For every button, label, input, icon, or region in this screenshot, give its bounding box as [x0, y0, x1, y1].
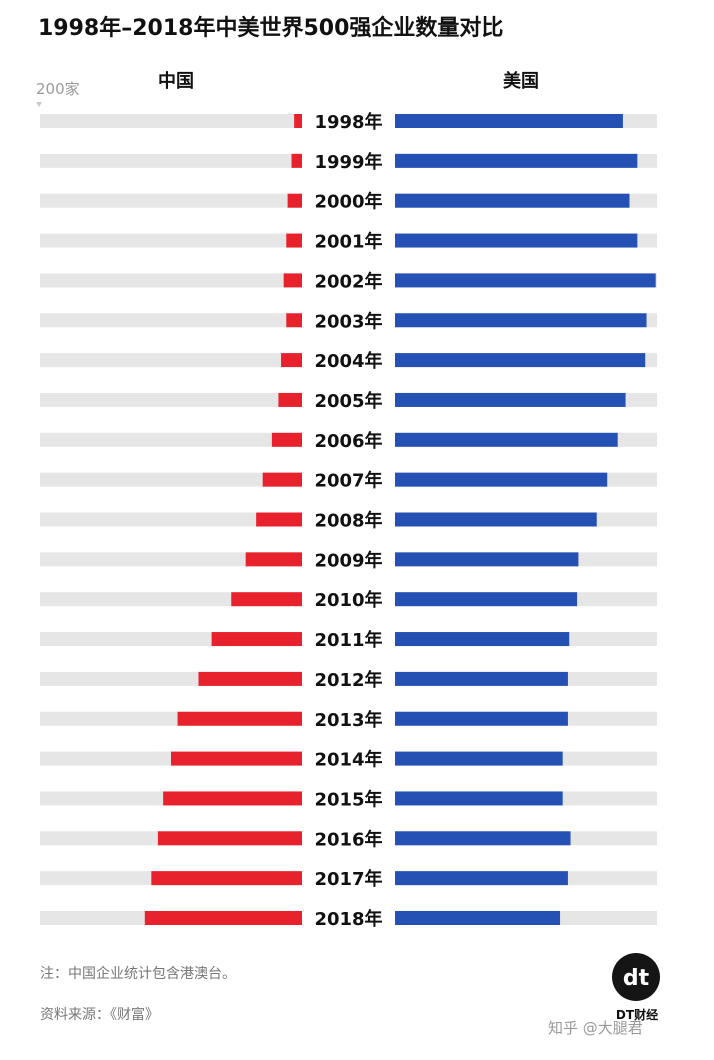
bar-usa [395, 233, 638, 248]
dt-logo-text: DT财经 [615, 1008, 659, 1022]
bar-usa [395, 632, 570, 647]
bar-usa [395, 871, 568, 886]
dt-logo-letters: dt [623, 966, 650, 991]
bar-china [177, 711, 302, 726]
bar-china [144, 911, 302, 925]
chart-title: 1998年–2018年中美世界500强企业数量对比 [38, 16, 504, 41]
bar-usa [395, 671, 568, 686]
year-label: 2012年 [314, 669, 382, 691]
year-label: 2003年 [314, 310, 382, 332]
bar-usa [395, 751, 563, 766]
year-label: 2013年 [314, 709, 382, 731]
year-label: 2002年 [314, 270, 382, 292]
year-label: 2010年 [314, 589, 382, 611]
bar-china [151, 871, 302, 886]
bar-china [262, 472, 302, 487]
bar-china [163, 791, 302, 806]
bar-china [286, 313, 302, 328]
bar-china [283, 273, 302, 288]
track-china [40, 233, 302, 248]
bar-china [278, 392, 302, 407]
bar-usa [395, 711, 568, 726]
bar-usa [395, 193, 630, 208]
year-label: 2009年 [314, 549, 382, 571]
bar-usa [395, 153, 638, 168]
year-label: 2001年 [314, 231, 382, 253]
year-label: 2000年 [314, 191, 382, 213]
year-label: 2005年 [314, 390, 382, 412]
bar-china [256, 512, 302, 527]
year-label: 1998年 [314, 111, 382, 133]
year-label: 2006年 [314, 430, 382, 452]
bar-usa [395, 273, 656, 288]
bar-china [198, 671, 302, 686]
bar-usa [395, 472, 608, 487]
track-china [40, 472, 302, 487]
dt-logo: dt [612, 953, 660, 1001]
year-label: 2007年 [314, 470, 382, 492]
year-label: 2008年 [314, 510, 382, 532]
bar-usa [395, 392, 626, 407]
bar-china [231, 592, 302, 607]
track-china [40, 273, 302, 288]
track-china [40, 432, 302, 447]
bar-china [245, 552, 302, 567]
bar-usa [395, 552, 579, 567]
bar-usa [395, 791, 563, 806]
bar-china [294, 114, 302, 128]
bar-usa [395, 353, 646, 368]
attribution-watermark: 知乎 @大腿君 [548, 1019, 643, 1037]
track-china [40, 153, 302, 168]
year-label: 2017年 [314, 868, 382, 890]
chart-canvas: 中国 美国 200家 1998年 1999年 2000年 2001年 2002年 2003年 20… [36, 70, 657, 930]
bar-china [281, 353, 302, 368]
track-china [40, 512, 302, 527]
footnote-note: 注：中国企业统计包含港澳台。 [40, 966, 236, 982]
bar-china [291, 153, 302, 168]
year-label: 2015年 [314, 788, 382, 810]
series-label-usa: 美国 [503, 70, 539, 92]
scale-label: 200家 [36, 80, 80, 98]
bar-usa [395, 831, 571, 846]
bar-china [287, 193, 302, 208]
year-label: 2016年 [314, 828, 382, 850]
year-label: 2018年 [314, 908, 382, 930]
bar-usa [395, 512, 597, 527]
track-china [40, 193, 302, 208]
bar-usa [395, 313, 647, 328]
bar-china [211, 632, 302, 647]
bar-china [271, 432, 302, 447]
dt-logo-mark: dt [623, 966, 650, 991]
year-label: 1999年 [314, 151, 382, 173]
track-china [40, 353, 302, 368]
track-china [40, 552, 302, 567]
series-label-china: 中国 [158, 70, 194, 92]
year-label: 2004年 [314, 350, 382, 372]
track-china [40, 392, 302, 407]
bar-usa [395, 592, 578, 607]
bar-usa [395, 432, 618, 447]
bar-usa [395, 114, 623, 128]
bar-china [157, 831, 302, 846]
scale-marker [36, 102, 42, 107]
bar-usa [395, 911, 561, 925]
bar-china [171, 751, 302, 766]
track-china [40, 114, 302, 128]
bar-china [286, 233, 302, 248]
track-china [40, 313, 302, 328]
footnote-source: 资料来源：《财富》 [40, 1007, 159, 1023]
year-label: 2011年 [314, 629, 382, 651]
year-label: 2014年 [314, 749, 382, 771]
